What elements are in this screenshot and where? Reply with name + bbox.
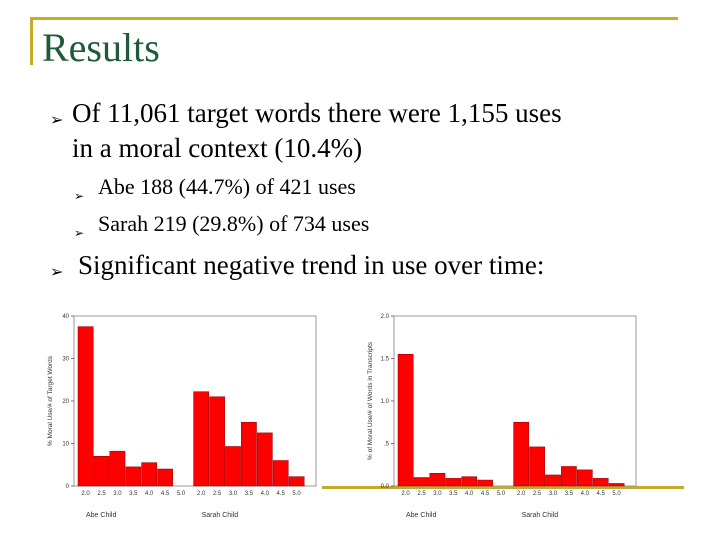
bullet-list: ➢ Of 11,061 target words there were 1,15… [50, 96, 690, 283]
bar-sarah-child-4.0 [256, 432, 273, 487]
y-tick-label: 40 [62, 314, 69, 320]
bar-abe-child-4.5 [157, 468, 173, 487]
y-axis-label: % of Moral Use/# of Words in Transcripts [367, 341, 374, 460]
x-tick-label: 3.0 [549, 491, 558, 497]
x-tick-label: 3.0 [113, 491, 122, 497]
bar-abe-child-4.5 [477, 479, 493, 487]
y-tick-label: 1.5 [381, 357, 390, 363]
bullet-2-text: Significant negative trend in use over t… [78, 250, 545, 280]
x-tick-label: 4.0 [465, 491, 474, 497]
bar-sarah-child-5.0 [608, 483, 625, 487]
arrow-bullet-icon: ➢ [74, 226, 85, 240]
x-tick-label: 4.0 [581, 491, 590, 497]
y-tick-label: 10 [62, 442, 69, 448]
frame-top-line [30, 17, 678, 20]
y-tick-label: 0 [66, 484, 70, 490]
sub-bullet-1: ➢ Abe 188 (44.7%) of 421 uses [50, 168, 690, 205]
x-tick-label: 2.5 [97, 491, 106, 497]
slide-title: Results [42, 25, 160, 70]
bar-sarah-child-2.0 [193, 391, 210, 487]
bullet-item-1: ➢ Of 11,061 target words there were 1,15… [50, 96, 690, 166]
sub-bullet-1-text: Abe 188 (44.7%) of 421 uses [98, 174, 356, 199]
group-label: Abe Child [86, 512, 116, 519]
x-tick-label: 5.0 [497, 491, 506, 497]
x-tick-label: 3.5 [565, 491, 574, 497]
x-tick-label: 2.0 [401, 491, 410, 497]
arrow-bullet-icon: ➢ [50, 262, 64, 281]
bar-sarah-child-3.0 [545, 474, 561, 487]
bullet-item-2: ➢ Significant negative trend in use over… [50, 248, 690, 283]
x-tick-label: 4.5 [597, 491, 606, 497]
x-tick-label: 3.0 [433, 491, 442, 497]
bar-abe-child-3.5 [125, 466, 142, 487]
x-tick-label: 5.0 [177, 491, 186, 497]
bar-abe-child-4.0 [141, 462, 158, 487]
y-tick-label: 0.0 [381, 484, 390, 490]
bar-abe-child-4.0 [461, 476, 478, 487]
y-tick-label: .5 [384, 442, 390, 448]
x-tick-label: 3.5 [129, 491, 138, 497]
arrow-bullet-icon: ➢ [74, 189, 85, 203]
x-tick-label: 5.0 [292, 491, 301, 497]
sub-bullet-2-text: Sarah 219 (29.8%) of 734 uses [98, 211, 370, 236]
x-tick-label: 3.0 [229, 491, 238, 497]
x-tick-label: 2.0 [197, 491, 206, 497]
bar-abe-child-2.0 [77, 326, 94, 487]
bar-sarah-child-2.5 [209, 396, 225, 487]
frame-left-line [30, 17, 33, 65]
frame-bottom-line [322, 486, 684, 489]
bar-sarah-child-2.0 [513, 422, 530, 487]
bar-sarah-child-4.5 [592, 478, 609, 487]
x-tick-label: 2.5 [417, 491, 426, 497]
bar-sarah-child-4.0 [576, 469, 593, 487]
y-tick-label: 20 [62, 399, 69, 405]
x-tick-label: 3.5 [449, 491, 458, 497]
bar-abe-child-2.5 [93, 456, 110, 487]
bullet-1-line-2: in a moral context (10.4%) [72, 133, 363, 163]
group-label: Abe Child [406, 512, 436, 519]
x-tick-label: 2.5 [533, 491, 542, 497]
x-tick-label: 4.0 [145, 491, 154, 497]
x-tick-label: 2.5 [213, 491, 222, 497]
x-tick-label: 4.5 [481, 491, 490, 497]
bar-sarah-child-5.0 [288, 476, 305, 487]
bar-abe-child-3.0 [429, 473, 446, 487]
bar-sarah-child-3.5 [241, 422, 257, 487]
x-tick-label: 2.0 [517, 491, 526, 497]
y-tick-label: 30 [62, 357, 69, 363]
chart-target-words: 0 10 20 30 40 % Moral Use/# of Target Words 2.… [47, 314, 317, 519]
bar-sarah-child-4.5 [272, 460, 289, 487]
bar-sarah-child-3.0 [225, 446, 241, 487]
group-label: Sarah Child [522, 512, 559, 519]
x-tick-label: 4.5 [277, 491, 286, 497]
bar-sarah-child-2.5 [529, 446, 545, 487]
x-tick-label: 3.5 [245, 491, 254, 497]
sub-bullet-2: ➢ Sarah 219 (29.8%) of 734 uses [50, 205, 690, 242]
x-tick-label: 2.0 [81, 491, 90, 497]
bar-abe-child-2.0 [397, 354, 414, 487]
bar-abe-child-3.5 [445, 478, 462, 487]
group-label: Sarah Child [202, 512, 239, 519]
arrow-bullet-icon: ➢ [50, 110, 64, 129]
x-tick-label: 4.0 [261, 491, 270, 497]
bar-abe-child-2.5 [413, 477, 430, 487]
bar-sarah-child-3.5 [561, 466, 577, 487]
chart-words-in-transcripts: 0.0 .5 1.0 1.5 2.0 % of Moral Use/# of Words … [367, 314, 637, 519]
bullet-1-line-1: Of 11,061 target words there were 1,155 … [72, 98, 562, 128]
y-tick-label: 1.0 [381, 399, 390, 405]
x-tick-label: 5.0 [612, 491, 621, 497]
y-axis-label: % Moral Use/# of Target Words [47, 355, 54, 446]
bar-abe-child-3.0 [109, 450, 126, 487]
x-tick-label: 4.5 [161, 491, 170, 497]
y-tick-label: 2.0 [381, 314, 390, 320]
